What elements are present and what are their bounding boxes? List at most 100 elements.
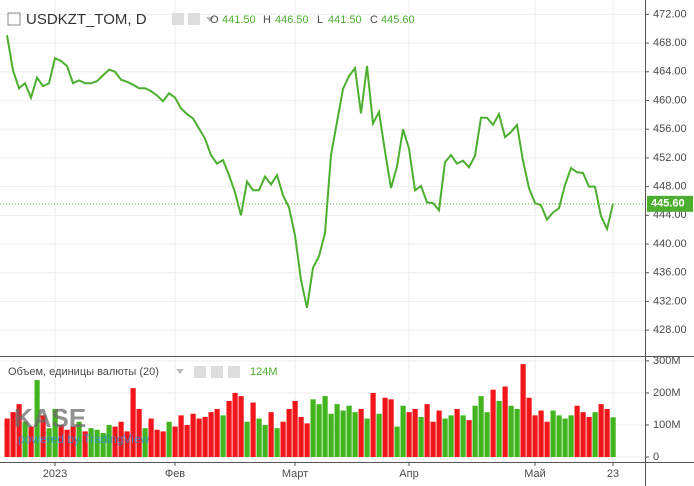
volume-bar: [10, 412, 16, 458]
symbol: USDKZT_TOM, D: [26, 11, 147, 28]
y-tick-label: 464.00: [653, 66, 687, 78]
watermark-logo: KASE: [14, 403, 86, 433]
volume-bar: [274, 428, 280, 458]
volume-eye-icon[interactable]: [194, 366, 206, 378]
volume-bar: [172, 426, 178, 458]
volume-bar: [196, 418, 202, 458]
volume-last: 124M: [250, 366, 278, 378]
volume-bar: [184, 424, 190, 458]
volume-bar: [316, 404, 322, 458]
volume-bar: [154, 429, 160, 458]
volume-bar: [526, 397, 532, 458]
volume-bar: [58, 424, 64, 458]
volume-bar: [136, 408, 142, 458]
last-price-label: 445.60: [651, 198, 685, 210]
volume-bar: [22, 421, 28, 458]
volume-settings-icon[interactable]: [211, 366, 223, 378]
volume-bar: [604, 408, 610, 458]
last-price-box: [647, 195, 693, 212]
volume-bar: [268, 412, 274, 458]
x-tick-label: Апр: [399, 468, 418, 480]
volume-bar: [550, 410, 556, 458]
x-tick-label: Фев: [165, 468, 185, 480]
volume-bar: [586, 416, 592, 458]
volume-bar: [88, 428, 94, 458]
volume-bar: [76, 421, 82, 458]
volume-bar: [40, 415, 46, 458]
volume-bar: [544, 421, 550, 458]
watermark-powered: powered by TradingView: [18, 432, 150, 446]
volume-close-icon[interactable]: [228, 366, 240, 378]
h-value: 446.50: [275, 14, 309, 26]
volume-bar: [400, 405, 406, 458]
volume-bar: [328, 413, 334, 458]
y-tick-label: 428.00: [653, 324, 687, 336]
volume-bar: [508, 405, 514, 458]
volume-bar: [130, 388, 136, 458]
volume-bar: [502, 386, 508, 458]
y-tick-label: 436.00: [653, 267, 687, 279]
o-label: O: [210, 14, 219, 26]
volume-bar: [472, 405, 478, 458]
volume-bar: [94, 429, 100, 458]
y-tick-label: 432.00: [653, 295, 687, 307]
eye-icon[interactable]: [172, 13, 184, 25]
volume-bar: [124, 431, 130, 458]
volume-bar: [70, 426, 76, 458]
volume-bar: [424, 404, 430, 458]
volume-bar: [556, 415, 562, 458]
volume-bar: [448, 415, 454, 458]
volume-bar: [220, 415, 226, 458]
volume-bar: [418, 416, 424, 458]
volume-bar: [394, 426, 400, 458]
volume-bar: [466, 420, 472, 458]
volume-bar: [406, 412, 412, 458]
volume-bar: [430, 421, 436, 458]
menu-arrow[interactable]: [206, 17, 214, 22]
volume-bar: [28, 426, 34, 458]
volume-bar: [538, 410, 544, 458]
volume-bar: [496, 400, 502, 458]
volume-bar: [106, 424, 112, 458]
volume-bar: [364, 418, 370, 458]
volume-bar: [232, 392, 238, 458]
x-tick-label: Март: [282, 468, 308, 480]
volume-bar: [190, 413, 196, 458]
price-line: [6, 35, 614, 309]
l-label: L: [317, 14, 323, 26]
volume-bar: [166, 421, 172, 458]
volume-bar: [370, 392, 376, 458]
volume-bar: [580, 412, 586, 458]
volume-bar: [562, 418, 568, 458]
volume-bar: [118, 421, 124, 458]
x-tick-label: Май: [524, 468, 546, 480]
volume-bar: [412, 408, 418, 458]
y-tick-label: 440.00: [653, 238, 687, 250]
o-value: 441.50: [222, 14, 256, 26]
y-tick-label: 468.00: [653, 37, 687, 49]
collapse-icon[interactable]: [7, 12, 21, 26]
settings-icon[interactable]: [188, 13, 200, 25]
y-tick-label: 0: [653, 451, 659, 463]
volume-bar: [568, 415, 574, 458]
volume-bar: [352, 412, 358, 458]
volume-bar: [292, 400, 298, 458]
h-label: H: [263, 14, 271, 26]
volume-bar: [340, 410, 346, 458]
volume-menu-arrow[interactable]: [176, 369, 184, 374]
x-tick-label: 23: [607, 468, 619, 480]
volume-bar: [298, 416, 304, 458]
marks: [0, 35, 645, 458]
volume-bar: [238, 396, 244, 458]
volume-bar: [304, 423, 310, 458]
volume-bar: [250, 402, 256, 458]
y-tick-label: 100M: [653, 419, 681, 431]
volume-bar: [574, 405, 580, 458]
volume-bar: [64, 429, 70, 458]
volume-bar: [82, 431, 88, 458]
volume-bar: [280, 421, 286, 458]
y-tick-label: 444.00: [653, 209, 687, 221]
volume-bar: [382, 397, 388, 458]
volume-bar: [262, 424, 268, 458]
y-tick-label: 300M: [653, 355, 681, 367]
